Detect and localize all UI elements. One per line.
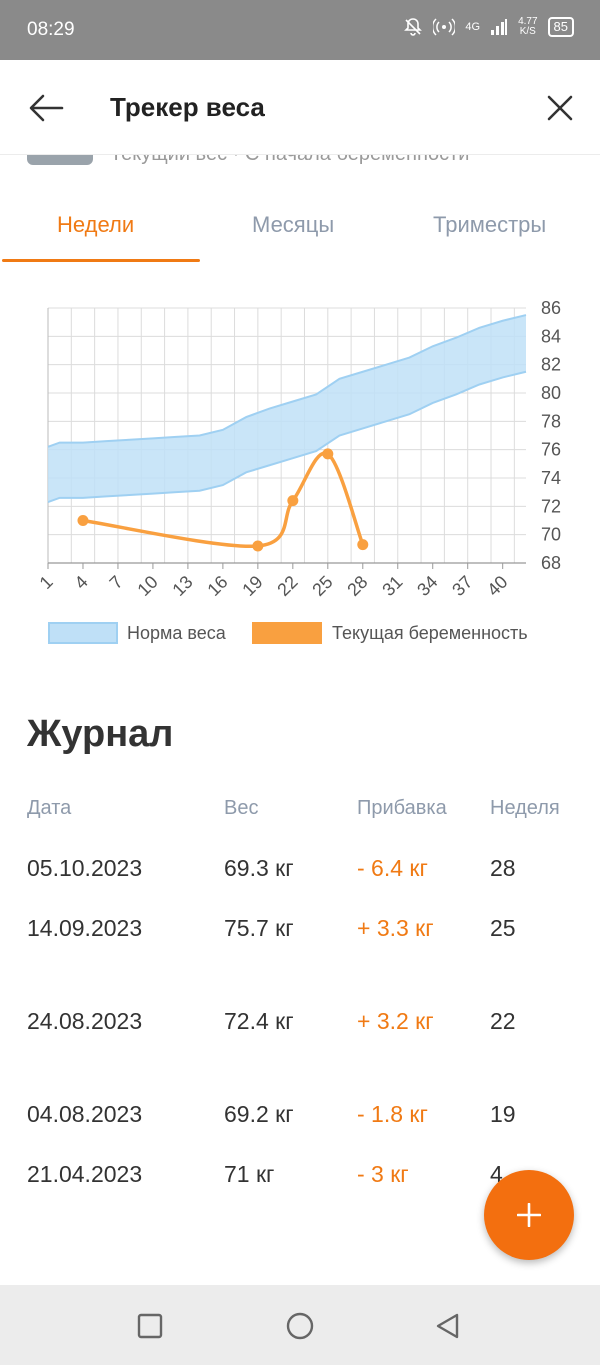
current-pregnancy-point [77, 515, 89, 526]
y-tick-label: 76 [541, 440, 561, 460]
app-bar: Трекер веса [0, 60, 600, 155]
row-date: 05.10.2023 [27, 855, 143, 881]
recent-apps-button[interactable] [135, 1311, 165, 1341]
norm-band-lower-edge [47, 370, 527, 504]
header-date: Дата [27, 797, 72, 819]
home-button[interactable] [285, 1311, 315, 1341]
current-pregnancy-point [287, 495, 299, 507]
current-pregnancy-point [322, 448, 334, 460]
tab-weeks[interactable]: Недели [57, 212, 135, 237]
row-weight: 75.7 кг [224, 915, 294, 941]
circle-icon [286, 1312, 314, 1340]
add-entry-button[interactable] [484, 1170, 574, 1260]
row-week: 25 [490, 915, 516, 941]
status-icons: 4G 4.77 K/S 85 [403, 17, 574, 37]
nav-back-button[interactable] [433, 1311, 463, 1341]
hotspot-icon [433, 18, 456, 36]
x-tick-label: 25 [308, 572, 336, 600]
x-tick-label: 34 [413, 572, 441, 600]
header-gain: Прибавка [357, 797, 447, 819]
weight-chart: 68 70 72 74 76 78 80 82 84 86 1 4 7 10 13 16 19 22 25 28 31 3… [0, 290, 600, 620]
current-pregnancy-point [357, 539, 369, 551]
mute-bell-icon [404, 18, 423, 36]
plus-icon [517, 1203, 541, 1227]
summary-text: Текущий вес · С начала беременности [110, 155, 469, 166]
row-gain: + 3.3 кг [357, 915, 434, 941]
x-tick-label: 19 [238, 572, 266, 600]
page-title: Трекер веса [110, 92, 265, 122]
x-tick-label: 4 [71, 572, 92, 593]
y-tick-label: 70 [541, 525, 561, 545]
legend-label-current: Текущая беременность [332, 623, 528, 643]
row-date: 14.09.2023 [27, 915, 143, 941]
legend-label-norm: Норма веса [127, 623, 226, 643]
scrolled-summary-row: Текущий вес · С начала беременности [0, 155, 600, 169]
row-date: 24.08.2023 [27, 1008, 143, 1034]
row-gain: - 1.8 кг [357, 1101, 428, 1127]
y-tick-label: 78 [541, 411, 561, 431]
chart-legend: Норма веса Текущая беременность [48, 620, 588, 648]
tab-indicator [2, 259, 200, 262]
triangle-back-icon [436, 1313, 459, 1339]
header-weight: Вес [224, 797, 259, 819]
legend-swatch-current [252, 622, 322, 644]
row-week: 19 [490, 1101, 516, 1127]
norm-band-upper-edge [47, 314, 527, 448]
x-tick-label: 1 [36, 572, 57, 593]
back-button[interactable] [26, 88, 66, 128]
y-tick-label: 84 [541, 326, 561, 346]
x-tick-label: 40 [483, 572, 511, 600]
net-speed: 4.77 K/S [518, 16, 538, 37]
x-tick-label: 37 [448, 572, 476, 600]
y-tick-label: 68 [541, 553, 561, 573]
tab-months[interactable]: Месяцы [252, 212, 335, 237]
row-weight: 69.2 кг [224, 1101, 294, 1127]
x-tick-label: 22 [273, 572, 301, 600]
x-tick-label: 31 [378, 572, 406, 600]
legend-swatch-norm [48, 622, 118, 644]
current-pregnancy-line [81, 451, 365, 549]
arrow-left-icon [29, 94, 64, 122]
system-nav-bar [0, 1285, 600, 1365]
period-tabs: Недели Месяцы Триместры [0, 196, 600, 266]
y-tick-label: 80 [541, 383, 561, 403]
row-gain: + 3.2 кг [357, 1008, 434, 1034]
signal-icon [491, 19, 508, 35]
row-date: 21.04.2023 [27, 1161, 143, 1187]
x-tick-label: 7 [106, 572, 127, 593]
row-gain: - 3 кг [357, 1161, 409, 1187]
current-pregnancy-point [252, 540, 264, 552]
tab-trimesters[interactable]: Триместры [433, 212, 547, 237]
status-bar: 08:29 4G 4.77 K/S 85 [0, 0, 600, 60]
y-tick-label: 82 [541, 355, 561, 375]
row-weight: 69.3 кг [224, 855, 294, 881]
norm-band-area [48, 315, 526, 503]
network-type: 4G [465, 21, 481, 33]
header-week: Неделя [490, 797, 560, 819]
x-tick-label: 28 [343, 572, 371, 600]
square-icon [137, 1313, 163, 1339]
row-gain: - 6.4 кг [357, 855, 428, 881]
journal-header: Дата Вес Прибавка Неделя [0, 797, 600, 823]
summary-chip [27, 155, 93, 165]
battery-indicator: 85 [547, 17, 574, 37]
row-week: 28 [490, 855, 516, 881]
close-button[interactable] [540, 88, 580, 128]
close-icon [547, 95, 573, 121]
row-date: 04.08.2023 [27, 1101, 143, 1127]
row-week: 22 [490, 1008, 516, 1034]
x-tick-label: 10 [133, 572, 161, 600]
row-weight: 71 кг [224, 1161, 275, 1187]
x-tick-label: 13 [168, 572, 196, 600]
status-time: 08:29 [27, 19, 75, 40]
x-tick-label: 16 [203, 572, 231, 600]
y-tick-label: 74 [541, 468, 561, 488]
journal-title: Журнал [27, 713, 174, 755]
y-tick-label: 86 [541, 298, 561, 318]
row-weight: 72.4 кг [224, 1008, 294, 1034]
y-tick-label: 72 [541, 496, 561, 516]
